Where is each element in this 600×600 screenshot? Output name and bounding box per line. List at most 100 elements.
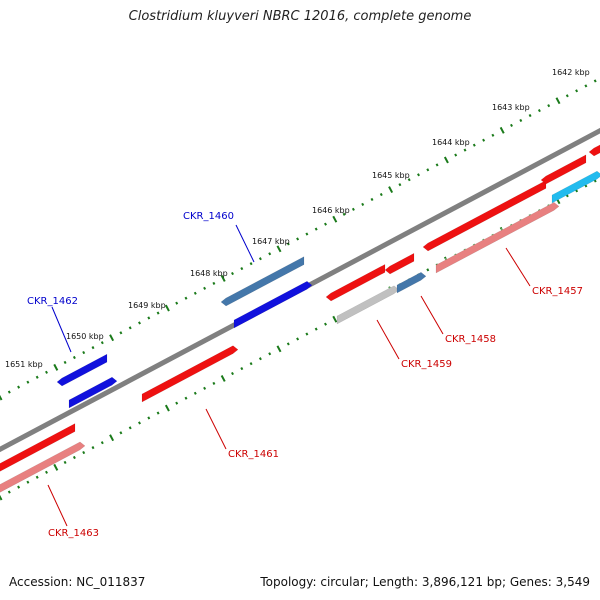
kbp-label: 1645 kbp (372, 171, 410, 180)
scale-tick-upper (212, 281, 216, 285)
scale-tick-upper (220, 275, 226, 282)
scale-tick-upper (175, 301, 179, 305)
scale-tick-upper (584, 84, 588, 88)
scale-tick-lower (119, 431, 123, 435)
scale-tick-lower (193, 391, 197, 395)
gene-label-ckr-1462: CKR_1462 (27, 296, 78, 307)
scale-tick-upper (258, 257, 262, 261)
scale-tick-upper (361, 202, 365, 206)
scale-tick-lower (324, 322, 327, 326)
scale-tick-upper (555, 97, 561, 105)
kbp-label: 1642 kbp (552, 68, 590, 77)
scale-tick-lower (258, 357, 262, 361)
scale-tick-lower (91, 446, 95, 450)
scale-tick-upper (91, 346, 95, 350)
scale-tick-upper (575, 89, 579, 93)
gene-ckr-1457-arrow-highlight (428, 177, 548, 243)
scale-tick-lower (63, 460, 67, 465)
leader-line (420, 295, 444, 335)
scale-tick-lower (203, 386, 207, 390)
scale-tick-upper (472, 143, 476, 147)
gene-ckr-1462-b-arrow (68, 376, 118, 409)
topology-summary: Topology: circular; Length: 3,896,121 bp… (260, 575, 590, 589)
scale-tick-lower (240, 367, 244, 371)
scale-tick-lower (7, 490, 11, 494)
scale-tick-upper (370, 197, 374, 202)
gene-label-ckr-1457: CKR_1457 (532, 286, 583, 297)
scale-tick-lower (72, 455, 76, 460)
scale-tick-lower (164, 404, 170, 412)
scale-tick-lower (286, 342, 290, 346)
scale-tick-upper (296, 237, 300, 241)
scale-tick-lower (276, 345, 282, 353)
scale-tick-upper (63, 360, 67, 365)
scale-tick-upper (510, 123, 513, 127)
gene-label-ckr-1463: CKR_1463 (48, 528, 99, 539)
scale-tick-lower (175, 401, 179, 405)
gene-labels: CKR_1457 CKR_1458 CKR_1459 CKR_1460 CKR_1461… (27, 211, 583, 539)
gene-ckr-1459-arrow-highlight (331, 261, 387, 293)
scale-tick-lower (212, 381, 216, 385)
scale-tick-upper (184, 296, 188, 300)
scale-tick-upper (100, 341, 104, 345)
gene-ckr-1460-b-arrow-highlight (234, 278, 309, 320)
leader-line (235, 224, 255, 263)
leader-line (376, 319, 400, 360)
gene-ckr-1460-arrow (220, 256, 305, 307)
scale-tick-upper (443, 156, 449, 164)
scale-tick-upper (305, 232, 309, 236)
gene-cyan-arrow-highlight (552, 168, 599, 195)
kbp-label: 1648 kbp (190, 269, 228, 278)
leader-line (505, 247, 531, 287)
gene-edge-arrow-highlight (594, 142, 600, 148)
scale-tick-upper (231, 271, 234, 276)
gene-ckr-1461-arrow (141, 345, 239, 403)
kbp-label: 1644 kbp (432, 138, 470, 147)
scale-tick-lower (128, 426, 132, 430)
kbp-label: 1650 kbp (66, 332, 104, 341)
gene-ckr-1460-b-arrow (233, 280, 313, 329)
scale-tick-lower (138, 421, 141, 425)
scale-tick-upper (332, 215, 338, 223)
gene-ckr-1459-b-arrow (336, 285, 400, 325)
kbp-label: 1646 kbp (312, 206, 350, 215)
gene-ckr-1462-arrow (56, 353, 108, 387)
scale-tick-lower (0, 494, 3, 501)
gene-ckr-1459-arrow (325, 263, 386, 302)
gene-upper-right-arrow (540, 154, 587, 185)
gene-ckr-1463-b-arrow (0, 441, 86, 493)
gene-features (0, 142, 600, 493)
scale-tick-lower (100, 441, 104, 445)
scale-tick-lower (305, 332, 309, 336)
scale-tick-upper (109, 334, 115, 342)
scale-tick-lower (17, 485, 21, 489)
scale-tick-upper (324, 222, 327, 226)
gene-label-ckr-1460: CKR_1460 (183, 211, 234, 222)
leader-line (47, 484, 68, 527)
scale-tick-lower (332, 315, 338, 323)
scale-tick-lower (26, 480, 30, 484)
scale-tick-lower (35, 475, 39, 479)
gene-upper-right-arrow-highlight (546, 151, 588, 176)
scale-tick-upper (128, 326, 132, 330)
scale-tick-upper (379, 192, 383, 197)
scale-tick-upper (156, 311, 160, 315)
scale-tick-upper (249, 262, 253, 266)
kbp-label: 1643 kbp (492, 103, 530, 112)
scale-tick-lower (53, 463, 59, 471)
leader-line (205, 408, 227, 450)
scale-tick-upper (417, 173, 420, 177)
scale-tick-upper (7, 390, 11, 394)
scale-tick-lower (147, 416, 151, 420)
scale-tick-upper (35, 375, 39, 379)
scale-tick-upper (240, 267, 244, 271)
scale-tick-lower (184, 396, 188, 400)
scale-tick-upper (17, 385, 21, 389)
scale-tick-upper (0, 394, 3, 401)
gene-ckr-1461-arrow-highlight (142, 342, 235, 394)
scale-tick-upper (547, 104, 551, 108)
scale-tick-upper (314, 227, 318, 231)
scale-tick-lower (82, 450, 86, 455)
scale-labels: 1642 kbp 1643 kbp 1644 kbp 1645 kbp 1646 kbp… (5, 68, 590, 369)
